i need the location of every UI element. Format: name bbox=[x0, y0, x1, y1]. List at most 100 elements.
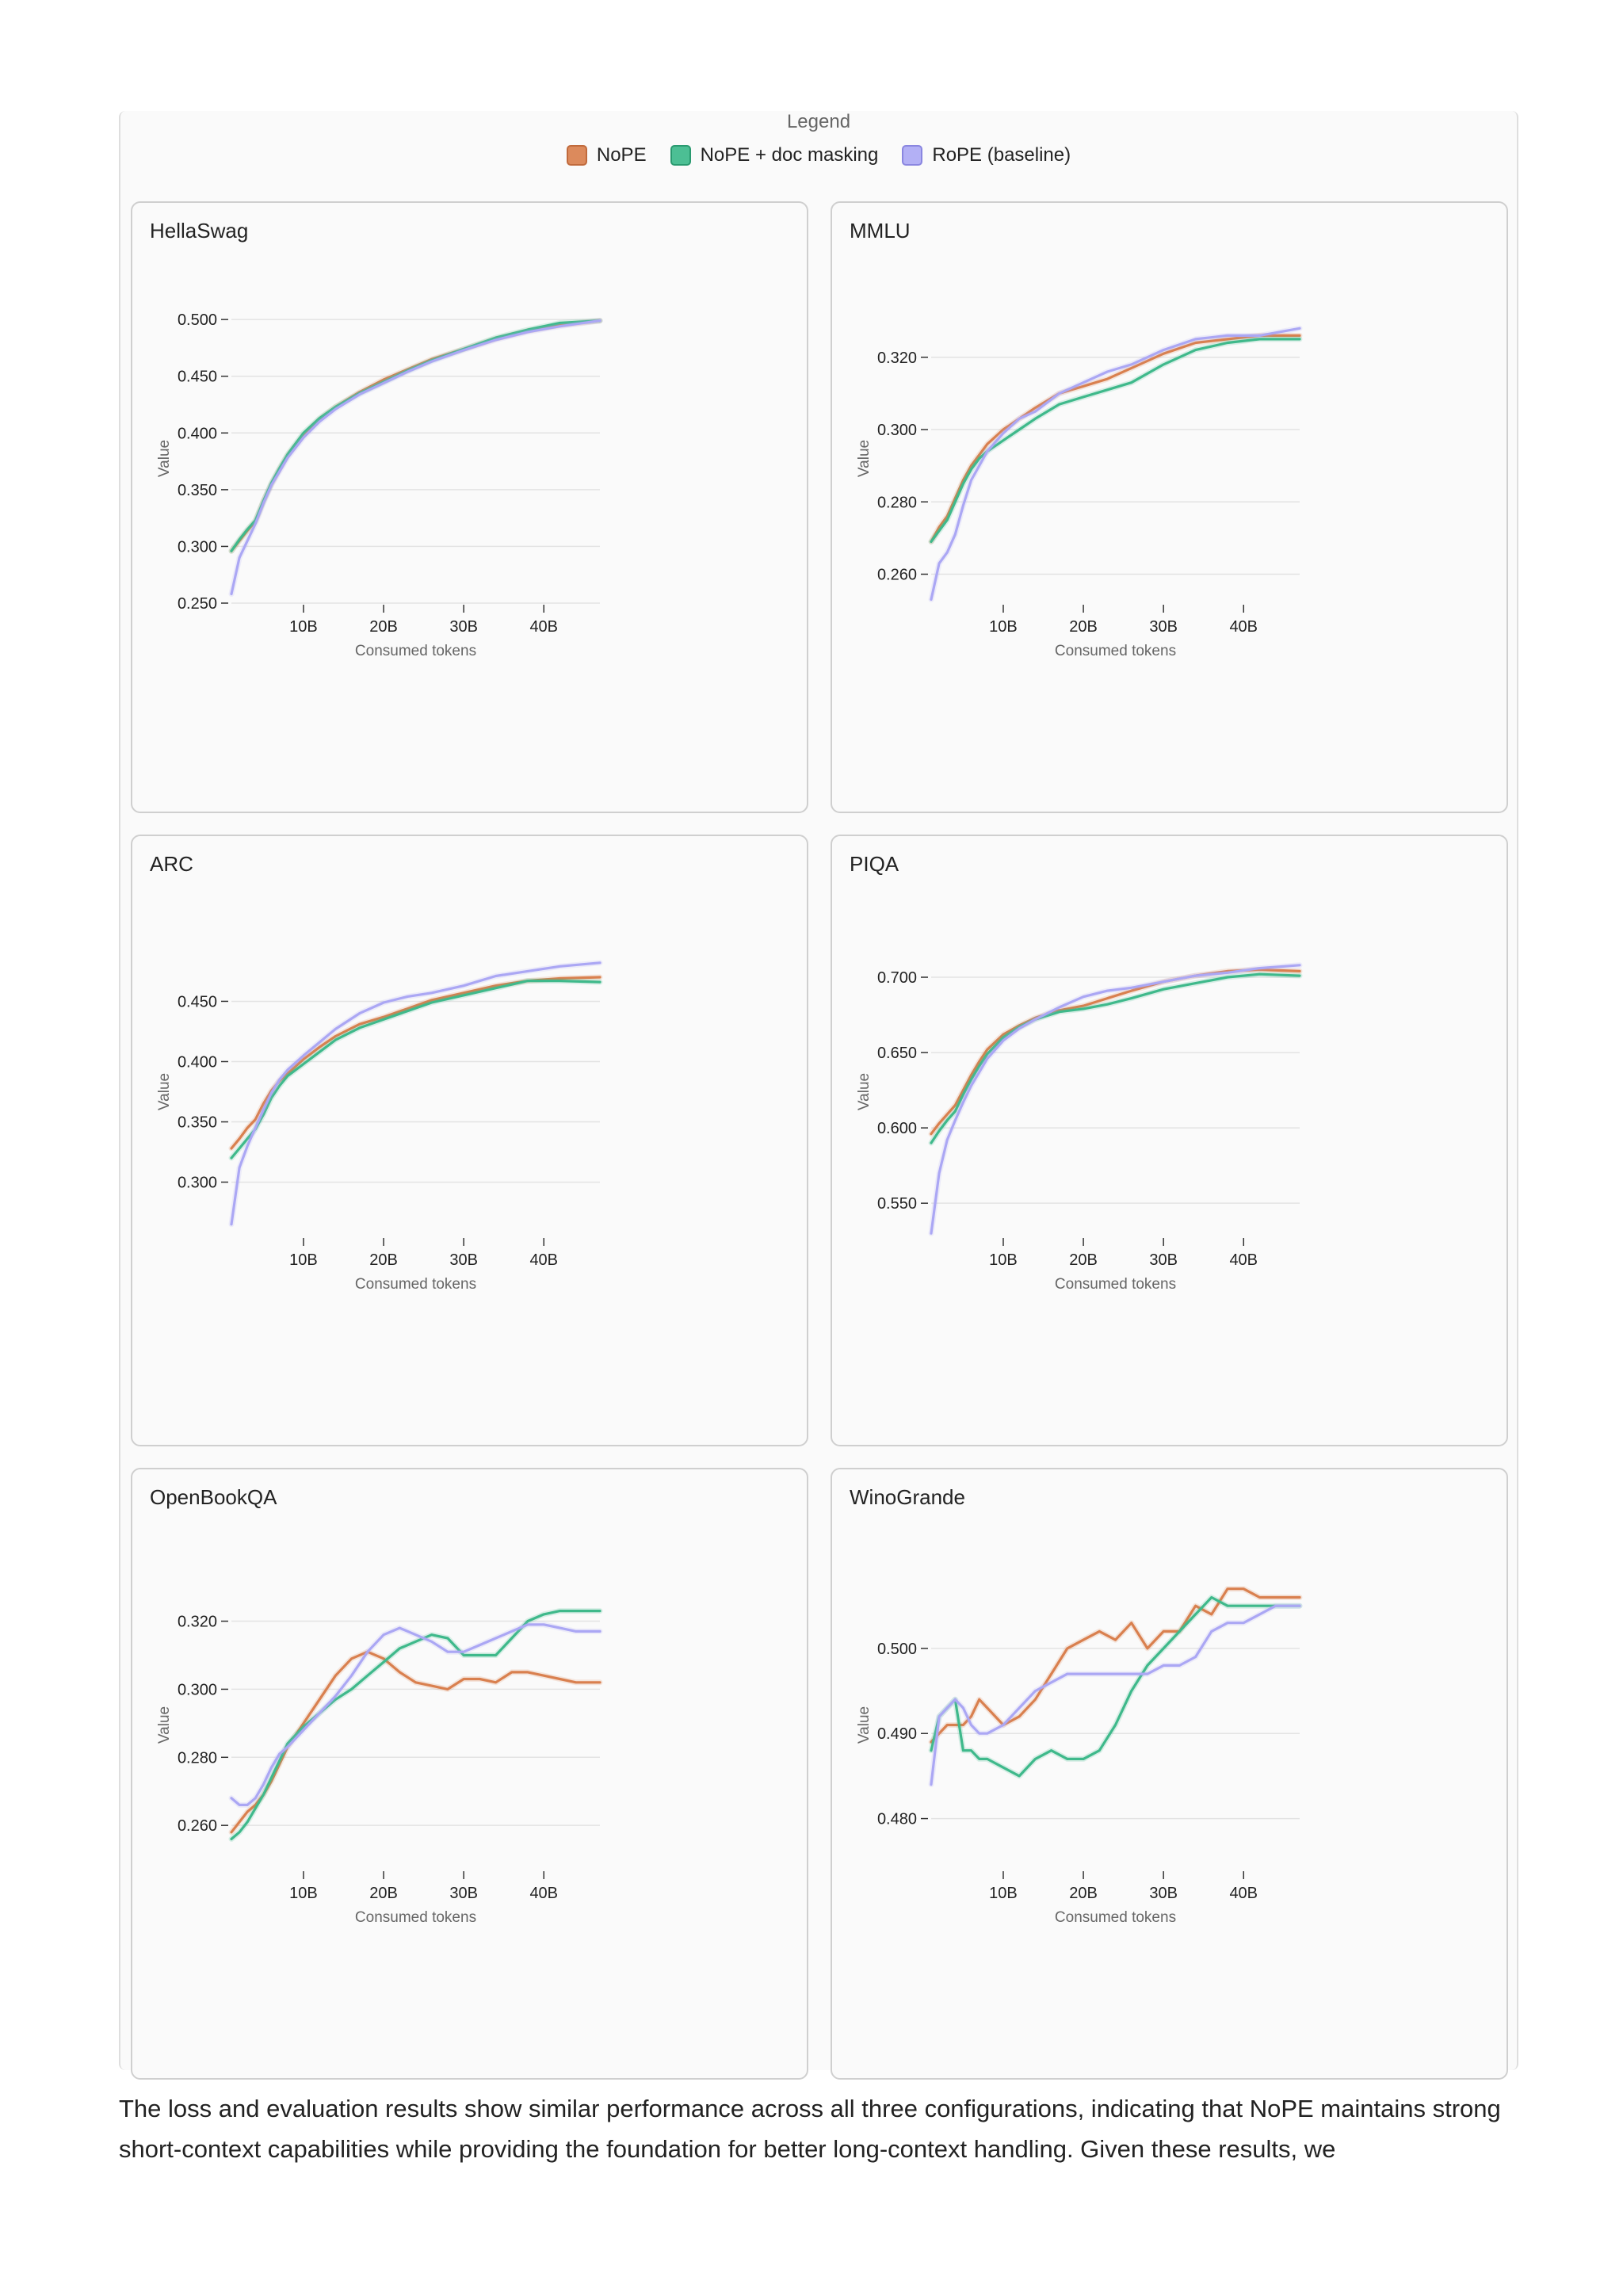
x-tick-label: 20B bbox=[369, 1251, 398, 1269]
y-tick-label: 0.280 bbox=[877, 494, 917, 511]
x-tick-label: 40B bbox=[1229, 618, 1258, 636]
y-tick-label: 0.300 bbox=[178, 538, 217, 556]
series-halo-rope-baseline bbox=[228, 1622, 603, 1808]
legend-item-nope-doc-masking[interactable]: NoPE + doc masking bbox=[670, 144, 879, 166]
series-halo-rope-baseline bbox=[228, 960, 603, 1228]
x-tick-label: 20B bbox=[1069, 1885, 1098, 1902]
x-axis-label: Consumed tokens bbox=[1055, 1276, 1176, 1293]
x-tick-label: 30B bbox=[1149, 1885, 1178, 1902]
x-axis-label: Consumed tokens bbox=[355, 1909, 476, 1926]
y-tick-label: 0.450 bbox=[178, 993, 217, 1010]
chart-panel-hellaswag: HellaSwag 0.250 0.300 0.350 0.400 0.450 0.500… bbox=[131, 201, 808, 813]
series-line-nope-doc-masking[interactable] bbox=[230, 319, 601, 552]
series-line-nope-doc-masking[interactable] bbox=[930, 1595, 1301, 1778]
x-tick-label: 10B bbox=[989, 1885, 1018, 1902]
x-tick-label: 20B bbox=[369, 1885, 398, 1902]
series-line-rope-baseline[interactable] bbox=[930, 1604, 1301, 1786]
legend-label: NoPE bbox=[596, 144, 647, 166]
chart-svg: 0.480 0.490 0.500 10B 20B 30B 40B Consumed toke… bbox=[856, 1586, 1303, 1926]
x-tick-label: 30B bbox=[1149, 1251, 1178, 1269]
chart-panel-winogrande: WinoGrande 0.480 0.490 0.500 10B 20B 30B 40B Co… bbox=[831, 1468, 1508, 2080]
panel-title: HellaSwag bbox=[150, 219, 249, 243]
series-line-rope-baseline[interactable] bbox=[930, 327, 1301, 601]
y-tick-label: 0.280 bbox=[178, 1749, 217, 1767]
series-line-nope[interactable] bbox=[230, 976, 601, 1150]
legend-label: NoPE + doc masking bbox=[700, 144, 879, 166]
y-tick-label: 0.550 bbox=[877, 1195, 917, 1213]
series-halo-rope-baseline bbox=[928, 962, 1303, 1236]
y-axis-label: Value bbox=[856, 1706, 873, 1744]
series-line-nope-doc-masking[interactable] bbox=[230, 1610, 601, 1840]
series-halo-nope-doc-masking bbox=[228, 1608, 603, 1842]
chart-panel-mmlu: MMLU 0.260 0.280 0.300 0.320 10B 20B 30B 40B Con… bbox=[831, 201, 1508, 813]
series-line-nope[interactable] bbox=[230, 319, 601, 552]
x-tick-label: 10B bbox=[289, 1251, 318, 1269]
x-tick-label: 10B bbox=[289, 1885, 318, 1902]
x-tick-label: 30B bbox=[449, 618, 478, 636]
y-tick-label: 0.300 bbox=[178, 1681, 217, 1698]
chart-panel-arc: ARC 0.300 0.350 0.400 0.450 10B 20B 30B 40B Cons… bbox=[131, 835, 808, 1446]
legend-swatch bbox=[902, 145, 923, 166]
series-line-nope-doc-masking[interactable] bbox=[930, 338, 1301, 543]
panel-title: PIQA bbox=[850, 852, 899, 876]
y-tick-label: 0.400 bbox=[178, 425, 217, 442]
chart-svg: 0.260 0.280 0.300 0.320 10B 20B 30B 40B Consumed… bbox=[856, 325, 1303, 659]
x-axis-label: Consumed tokens bbox=[1055, 1909, 1176, 1926]
figure-container: Legend NoPE NoPE + doc masking RoPE (bas… bbox=[119, 111, 1518, 2080]
chart-svg: 0.300 0.350 0.400 0.450 10B 20B 30B 40B Consumed… bbox=[156, 960, 603, 1293]
y-axis-label: Value bbox=[156, 440, 173, 477]
legend-label: RoPE (baseline) bbox=[932, 144, 1071, 166]
y-tick-label: 0.250 bbox=[178, 595, 217, 613]
panel-title: OpenBookQA bbox=[150, 1485, 277, 1509]
y-tick-label: 0.450 bbox=[178, 369, 217, 386]
series-line-nope[interactable] bbox=[930, 1587, 1301, 1744]
y-tick-label: 0.300 bbox=[178, 1175, 217, 1192]
y-tick-label: 0.320 bbox=[877, 350, 917, 367]
y-axis-label: Value bbox=[856, 1073, 873, 1110]
panel-title: WinoGrande bbox=[850, 1485, 965, 1509]
x-axis-label: Consumed tokens bbox=[355, 643, 476, 659]
y-tick-label: 0.400 bbox=[178, 1053, 217, 1071]
caption-paragraph: The loss and evaluation results show sim… bbox=[119, 2095, 1501, 2163]
x-tick-label: 10B bbox=[989, 1251, 1018, 1269]
legend: NoPE NoPE + doc masking RoPE (baseline) bbox=[120, 144, 1517, 166]
x-tick-label: 20B bbox=[1069, 618, 1098, 636]
x-tick-label: 40B bbox=[1229, 1251, 1258, 1269]
panel-title: ARC bbox=[150, 852, 193, 876]
y-tick-label: 0.700 bbox=[877, 969, 917, 987]
x-tick-label: 40B bbox=[1229, 1885, 1258, 1902]
y-axis-label: Value bbox=[156, 1073, 173, 1110]
series-line-rope-baseline[interactable] bbox=[930, 964, 1301, 1235]
y-tick-label: 0.260 bbox=[877, 567, 917, 584]
chart-svg: 0.250 0.300 0.350 0.400 0.450 0.500 10B 20B 30B 4… bbox=[156, 311, 603, 659]
y-tick-label: 0.320 bbox=[178, 1614, 217, 1631]
series-line-nope[interactable] bbox=[930, 334, 1301, 543]
y-tick-label: 0.300 bbox=[877, 422, 917, 439]
x-tick-label: 30B bbox=[449, 1251, 478, 1269]
x-axis-label: Consumed tokens bbox=[1055, 643, 1176, 659]
x-tick-label: 40B bbox=[529, 1885, 558, 1902]
series-halo-nope-doc-masking bbox=[228, 318, 603, 554]
y-tick-label: 0.500 bbox=[877, 1641, 917, 1658]
series-halo-nope bbox=[228, 974, 603, 1152]
y-axis-label: Value bbox=[856, 440, 873, 477]
series-line-rope-baseline[interactable] bbox=[230, 1623, 601, 1806]
x-tick-label: 10B bbox=[989, 618, 1018, 636]
y-tick-label: 0.350 bbox=[178, 1114, 217, 1132]
x-tick-label: 40B bbox=[529, 1251, 558, 1269]
series-line-rope-baseline[interactable] bbox=[230, 961, 601, 1226]
chart-svg: 0.550 0.600 0.650 0.700 10B 20B 30B 40B Consumed… bbox=[856, 962, 1303, 1293]
x-tick-label: 10B bbox=[289, 618, 318, 636]
y-tick-label: 0.650 bbox=[877, 1045, 917, 1062]
x-tick-label: 40B bbox=[529, 618, 558, 636]
panel-title: MMLU bbox=[850, 219, 911, 243]
series-line-rope-baseline[interactable] bbox=[230, 319, 601, 596]
y-tick-label: 0.260 bbox=[178, 1817, 217, 1835]
y-tick-label: 0.350 bbox=[178, 482, 217, 499]
y-tick-label: 0.480 bbox=[877, 1811, 917, 1828]
legend-item-nope[interactable]: NoPE bbox=[566, 144, 647, 166]
legend-swatch bbox=[670, 145, 691, 166]
legend-item-rope-baseline[interactable]: RoPE (baseline) bbox=[902, 144, 1071, 166]
legend-title: Legend bbox=[786, 111, 851, 132]
y-tick-label: 0.490 bbox=[877, 1725, 917, 1743]
